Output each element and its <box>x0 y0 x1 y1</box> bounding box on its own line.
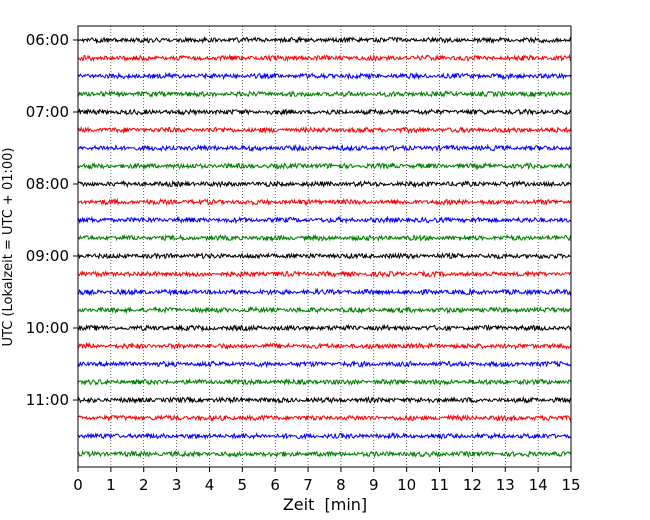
trace-line <box>77 287 572 297</box>
trace-line <box>77 215 572 225</box>
x-tick-label: 5 <box>238 476 248 494</box>
x-tick-label: 4 <box>205 476 215 494</box>
y-axis-ticks: 06:00 07:00 08:00 09:00 10:00 11:00 <box>26 31 78 409</box>
x-tick-label: 10 <box>397 476 416 494</box>
trace-line <box>77 89 572 99</box>
y-tick-label: 07:00 <box>26 103 69 121</box>
trace-line <box>77 431 572 441</box>
trace-line <box>77 35 572 45</box>
x-tick-label: 1 <box>106 476 116 494</box>
y-tick-label: 09:00 <box>26 247 69 265</box>
x-axis-label: Zeit [min] <box>283 495 367 514</box>
trace-line <box>77 233 572 243</box>
y-tick-label: 06:00 <box>26 31 69 49</box>
x-tick-label: 8 <box>336 476 346 494</box>
plot-area <box>78 26 571 467</box>
trace-line <box>77 161 572 171</box>
x-tick-label: 3 <box>172 476 182 494</box>
trace-line <box>77 413 572 423</box>
trace-line <box>77 360 572 369</box>
trace-line <box>77 107 572 117</box>
x-tick-label: 11 <box>430 476 449 494</box>
trace-line <box>77 71 572 81</box>
y-axis-label: UTC (Lokalzeit = UTC + 01:00) <box>1 148 16 347</box>
x-tick-label: 15 <box>561 476 580 494</box>
trace-line <box>77 305 572 315</box>
x-tick-label: 0 <box>73 476 83 494</box>
x-tick-label: 7 <box>303 476 313 494</box>
plot-frame <box>77 25 572 468</box>
x-axis-ticks: 0 1 2 3 4 5 6 7 8 9 10 11 12 13 14 15 <box>73 467 581 494</box>
x-tick-label: 6 <box>270 476 280 494</box>
trace-line <box>77 125 572 135</box>
x-tick-label: 14 <box>529 476 548 494</box>
trace-line <box>77 269 572 279</box>
trace-line <box>77 197 572 207</box>
trace-line <box>77 53 572 63</box>
trace-line <box>77 395 572 405</box>
y-tick-label: 08:00 <box>26 175 69 193</box>
x-tick-label: 12 <box>463 476 482 494</box>
y-tick-label: 10:00 <box>26 319 69 337</box>
trace-line <box>77 323 572 333</box>
trace-line <box>77 378 572 387</box>
x-tick-label: 2 <box>139 476 149 494</box>
trace-line <box>77 251 572 260</box>
trace-line <box>77 143 572 153</box>
y-tick-label: 11:00 <box>26 391 69 409</box>
trace-line <box>77 449 572 459</box>
trace-line <box>77 179 572 189</box>
trace-line <box>77 341 572 351</box>
x-tick-label: 9 <box>369 476 379 494</box>
seismic-traces <box>77 35 572 459</box>
x-tick-label: 13 <box>496 476 515 494</box>
